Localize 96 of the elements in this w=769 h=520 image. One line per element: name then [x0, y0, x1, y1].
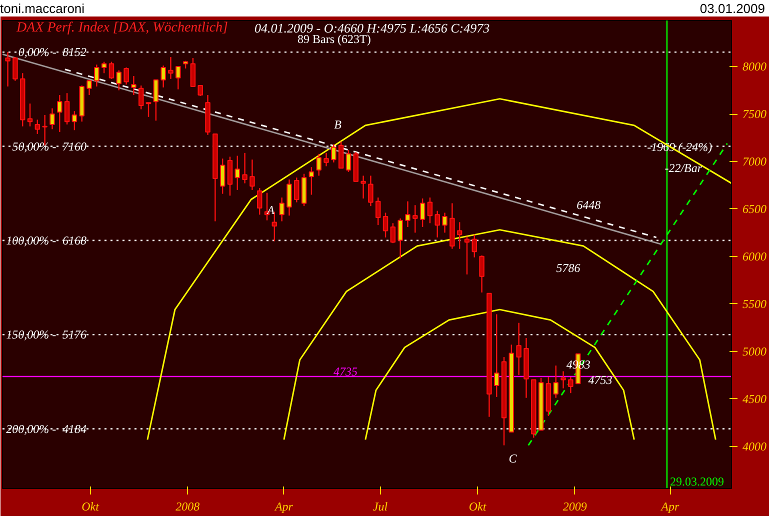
- annotation: C: [508, 452, 518, 466]
- candlestick: [234, 155, 240, 191]
- candlestick: [176, 66, 181, 90]
- annotation: 5786: [556, 261, 580, 276]
- y-tick-label: 6500: [742, 202, 766, 216]
- annotation: 6448: [576, 198, 601, 212]
- y-tick-label: 7500: [742, 107, 766, 122]
- candlestick: [220, 158, 226, 194]
- ref-line-label: 8152: [62, 45, 86, 60]
- candlestick: [442, 212, 448, 234]
- candlestick: [472, 234, 478, 258]
- candlestick: [316, 153, 322, 176]
- candlestick: [338, 140, 344, 169]
- candlestick: [168, 56, 174, 80]
- candlestick: [405, 200, 410, 228]
- y-tick-label: 4500: [742, 392, 766, 406]
- candlestick: [390, 222, 396, 244]
- annotation: 200,00% -: [6, 422, 56, 436]
- candlestick: [464, 236, 470, 276]
- candlestick: [346, 149, 352, 173]
- annotation: 100,00% -: [6, 233, 56, 248]
- x-tick-label: Jul: [372, 500, 388, 514]
- text: 03.01.2009: [700, 0, 765, 18]
- line-series: [146, 98, 732, 440]
- annotation: 50,00% -: [12, 139, 56, 154]
- candlestick: [420, 198, 426, 228]
- x-tick-label: Apr: [660, 500, 680, 514]
- candlestick: [50, 108, 55, 130]
- candlestick: [553, 364, 558, 398]
- ref-line-label: 7160: [62, 139, 86, 154]
- candlestick: [86, 79, 92, 96]
- candlestick: [146, 102, 152, 118]
- y-tick-label: 8000: [742, 60, 766, 74]
- chart-title: DAX Perf. Index [DAX, Wöchentlich]: [16, 20, 228, 36]
- line-series: [283, 229, 716, 440]
- candlestick: [286, 178, 292, 216]
- candlestick: [153, 79, 159, 122]
- y-tick-label: 5500: [742, 296, 766, 311]
- x-tick-label: Okt: [468, 500, 487, 514]
- x-tick-label: Okt: [82, 500, 100, 514]
- candlestick: [256, 187, 262, 216]
- line-series: [364, 308, 635, 440]
- candlestick: [190, 57, 196, 88]
- candlestick: [57, 94, 62, 133]
- y-tick-label: 6000: [742, 249, 766, 264]
- candlestick: [479, 254, 484, 294]
- y-tick-label: 4000: [742, 439, 766, 454]
- candlestick: [198, 84, 203, 97]
- candlestick: [568, 376, 574, 394]
- candlestick: [427, 196, 433, 224]
- annotation: 0,00% -: [18, 45, 56, 60]
- candlestick: [160, 64, 166, 88]
- candlestick: [124, 66, 129, 86]
- candlestick: [360, 175, 366, 200]
- x-tick-label: Apr: [274, 500, 294, 514]
- candlestick: [94, 64, 100, 88]
- y-tick-label: 5000: [742, 344, 766, 358]
- candlestick: [456, 222, 462, 250]
- candlestick: [116, 70, 122, 91]
- candlestick: [494, 314, 500, 398]
- candlestick: [434, 210, 440, 238]
- candlestick: [64, 92, 70, 126]
- candlestick: [27, 102, 33, 127]
- candlestick: [242, 152, 248, 184]
- candlestick: [294, 177, 300, 203]
- x-tick-label: 2009: [562, 500, 587, 514]
- ref-line-label: 4184: [62, 422, 86, 436]
- candlestick: [34, 119, 40, 135]
- candlestick: [398, 218, 403, 259]
- candlestick: [331, 144, 336, 164]
- candlestick: [412, 204, 418, 234]
- candlestick: [375, 196, 381, 226]
- candlestick: [131, 75, 136, 96]
- candlestick: [227, 156, 233, 196]
- annotation: B: [334, 117, 342, 132]
- candlestick: [560, 370, 566, 389]
- ref-line-label: 5176: [62, 328, 86, 342]
- candlestick: [382, 212, 388, 238]
- candlestick: [12, 56, 18, 82]
- candlestick: [72, 110, 78, 131]
- y-tick-label: 7000: [742, 154, 766, 168]
- annotation: 4753: [588, 372, 612, 387]
- candlestick: [324, 152, 329, 167]
- text: toni.maccaroni: [0, 0, 85, 18]
- candlestick: [308, 166, 314, 196]
- x-tick-label: 2008: [176, 500, 200, 514]
- ref-line-label: 29.03.2009: [670, 474, 724, 488]
- ref-line-label: 4735: [334, 364, 358, 378]
- candlestick: [138, 84, 144, 110]
- candlestick: [516, 322, 522, 376]
- candlestick: [101, 61, 107, 74]
- candlestick: [279, 196, 284, 222]
- candlestick: [250, 158, 255, 191]
- candlestick: [368, 175, 374, 207]
- candlestick: [5, 52, 10, 88]
- candlestick: [108, 61, 114, 80]
